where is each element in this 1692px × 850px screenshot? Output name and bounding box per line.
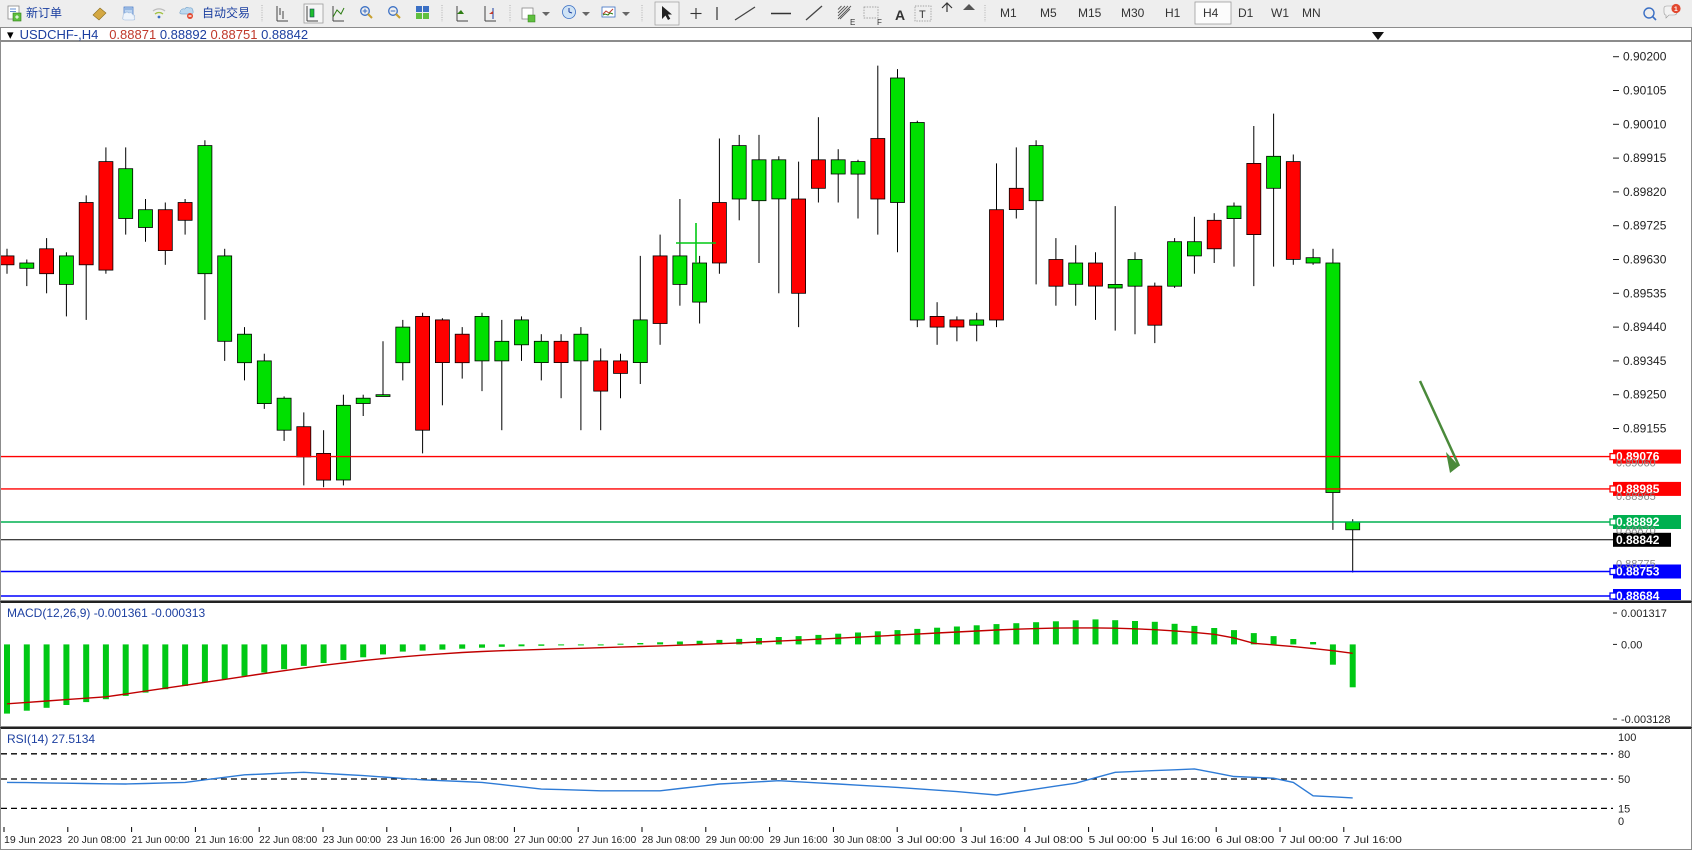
svg-text:0.89060: 0.89060 [1616,457,1656,469]
svg-text:A: A [895,7,905,23]
svg-text:-0.003128: -0.003128 [1621,714,1671,726]
svg-text:0.89155: 0.89155 [1623,422,1667,436]
svg-text:5 Jul 00:00: 5 Jul 00:00 [1089,835,1148,846]
svg-text:0.90010: 0.90010 [1623,117,1667,131]
svg-text:23 Jun 00:00: 23 Jun 00:00 [323,835,381,846]
svg-text:80: 80 [1618,749,1630,761]
svg-text:4 Jul 08:00: 4 Jul 08:00 [1025,835,1084,846]
svg-text:21 Jun 00:00: 21 Jun 00:00 [132,835,190,846]
svg-text:7 Jul 16:00: 7 Jul 16:00 [1344,835,1403,846]
svg-text:0.89535: 0.89535 [1623,286,1667,300]
svg-text:M1: M1 [1000,6,1017,20]
svg-text:0.89820: 0.89820 [1623,185,1667,199]
svg-text:F: F [877,18,882,27]
svg-text:T: T [919,9,926,21]
svg-text:19 Jun 2023: 19 Jun 2023 [4,835,62,846]
svg-text:22 Jun 08:00: 22 Jun 08:00 [259,835,317,846]
svg-text:29 Jun 00:00: 29 Jun 00:00 [706,835,764,846]
svg-text:H4: H4 [1203,6,1219,20]
svg-text:0.89725: 0.89725 [1623,219,1667,233]
svg-text:0.90105: 0.90105 [1623,84,1667,98]
svg-text:0.90200: 0.90200 [1623,50,1667,64]
svg-text:6 Jul 08:00: 6 Jul 08:00 [1216,835,1275,846]
svg-text:MN: MN [1302,6,1321,20]
svg-text:23 Jun 16:00: 23 Jun 16:00 [387,835,445,846]
svg-text:H1: H1 [1165,6,1181,20]
svg-text:29 Jun 16:00: 29 Jun 16:00 [770,835,828,846]
svg-text:RSI(14) 27.5134: RSI(14) 27.5134 [7,732,95,746]
svg-text:0.88870: 0.88870 [1616,525,1656,537]
svg-text:15: 15 [1618,803,1630,815]
svg-text:5 Jul 16:00: 5 Jul 16:00 [1152,835,1211,846]
svg-text:26 Jun 08:00: 26 Jun 08:00 [451,835,509,846]
svg-text:21 Jun 16:00: 21 Jun 16:00 [195,835,253,846]
svg-text:3 Jul 16:00: 3 Jul 16:00 [961,835,1020,846]
svg-text:7 Jul 00:00: 7 Jul 00:00 [1280,835,1339,846]
svg-text:D1: D1 [1238,6,1254,20]
svg-text:0.88775: 0.88775 [1616,559,1656,571]
svg-text:27 Jun 16:00: 27 Jun 16:00 [578,835,636,846]
svg-text:27 Jun 00:00: 27 Jun 00:00 [514,835,572,846]
svg-text:0.00: 0.00 [1621,639,1642,651]
svg-text:M5: M5 [1040,6,1057,20]
svg-text:E: E [850,18,855,27]
svg-text:50: 50 [1618,774,1630,786]
svg-text:0.89440: 0.89440 [1623,320,1667,334]
svg-text:0.88684: 0.88684 [1616,589,1660,601]
svg-text:0.89250: 0.89250 [1623,388,1667,402]
svg-text:MACD(12,26,9) -0.001361 -0.000: MACD(12,26,9) -0.001361 -0.000313 [7,606,205,620]
svg-text:1: 1 [1674,6,1678,13]
svg-text:100: 100 [1618,732,1636,744]
svg-text:20 Jun 08:00: 20 Jun 08:00 [68,835,126,846]
svg-text:新订单: 新订单 [26,5,62,20]
svg-text:0.89915: 0.89915 [1623,151,1667,165]
svg-text:0.89345: 0.89345 [1623,354,1667,368]
svg-text:30 Jun 08:00: 30 Jun 08:00 [833,835,891,846]
svg-text:W1: W1 [1271,6,1289,20]
svg-text:M15: M15 [1078,6,1102,20]
svg-text:0.001317: 0.001317 [1621,608,1667,620]
svg-text:3 Jul 00:00: 3 Jul 00:00 [897,835,956,846]
svg-text:M30: M30 [1121,6,1145,20]
svg-text:28 Jun 08:00: 28 Jun 08:00 [642,835,700,846]
svg-text:0.89630: 0.89630 [1623,253,1667,267]
svg-text:0.88965: 0.88965 [1616,491,1656,503]
svg-text:自动交易: 自动交易 [202,5,250,20]
